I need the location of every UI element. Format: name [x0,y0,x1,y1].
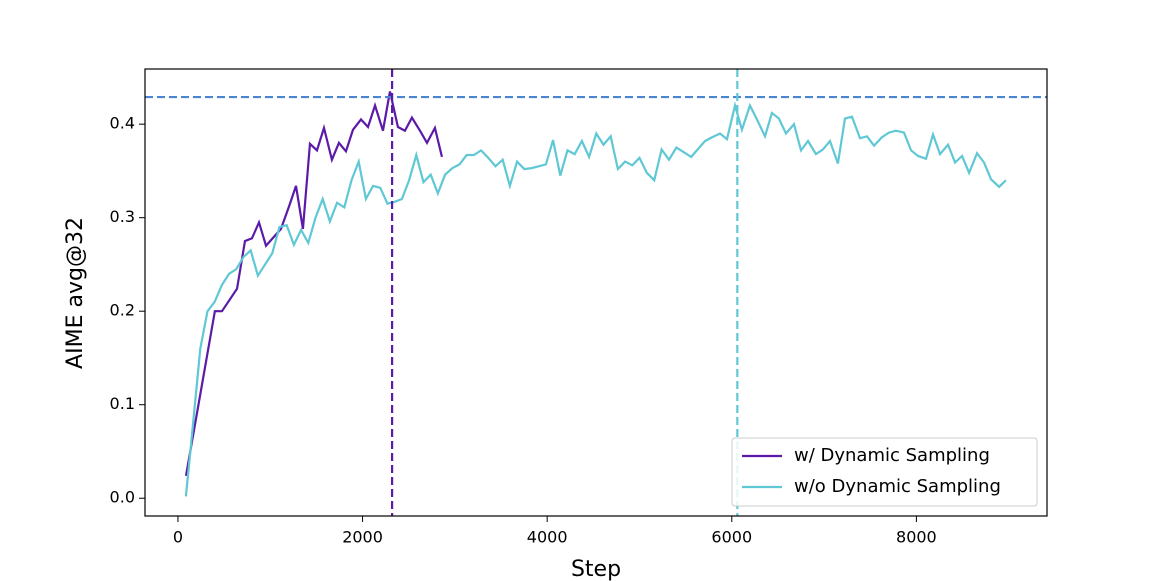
x-tick-label: 4000 [527,528,568,547]
plot-frame [144,68,1048,517]
series-line [184,91,444,476]
x-tick-label: 8000 [896,528,937,547]
legend-box [731,437,1038,507]
series-line [184,101,1007,497]
y-axis-label: AIME avg@32 [63,217,88,369]
legend-label: w/ Dynamic Sampling [794,445,990,466]
y-tick-label: 0.2 [110,301,135,320]
y-tick-label: 0.1 [110,394,135,413]
y-tick-label: 0.3 [110,207,135,226]
y-tick-label: 0.0 [110,488,135,507]
x-axis-label: Step [571,557,621,581]
x-tick-label: 6000 [711,528,752,547]
legend-label: w/o Dynamic Sampling [794,476,1001,497]
y-tick-label: 0.4 [110,114,135,133]
x-tick-label: 2000 [342,528,383,547]
x-tick-label: 0 [173,528,183,547]
